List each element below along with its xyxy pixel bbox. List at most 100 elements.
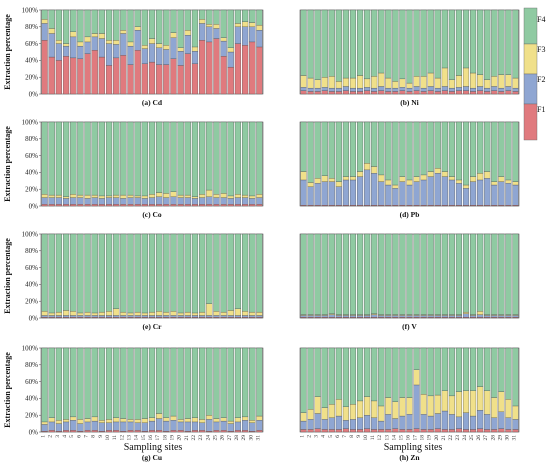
bar-segment-f3 — [141, 418, 148, 423]
bar-segment-f3 — [413, 76, 420, 87]
panel-caption: (c) Co — [142, 210, 162, 219]
bar-segment-f4 — [206, 121, 213, 191]
bar-segment-f1 — [448, 91, 455, 95]
x-tick-label: 4 — [62, 435, 68, 438]
bar-segment-f4 — [385, 121, 392, 181]
bar-segment-f2 — [356, 176, 364, 206]
bar-segment-f3 — [156, 311, 163, 316]
bar-segment-f4 — [314, 233, 321, 315]
bar-segment-f4 — [356, 347, 364, 402]
bar-segment-f4 — [48, 121, 55, 196]
bar-segment-f2 — [249, 315, 256, 318]
bar-segment-f3 — [420, 174, 427, 181]
bar-segment-f2 — [477, 86, 484, 91]
bar-segment-f2 — [491, 184, 498, 206]
bar-segment-f1 — [134, 430, 141, 433]
y-tick-label: 100% — [22, 344, 39, 352]
bar-segment-f3 — [413, 176, 420, 182]
bar-segment-f1 — [55, 60, 62, 95]
bar-segment-f3 — [77, 312, 84, 316]
bar-segment-f3 — [364, 163, 371, 171]
bar-segment-f3 — [335, 399, 342, 417]
bar-segment-f1 — [191, 204, 199, 207]
bar-segment-f2 — [427, 415, 434, 430]
bar-segment-f2 — [441, 410, 448, 430]
bar-segment-f4 — [234, 233, 242, 309]
x-tick-label: 19 — [169, 435, 175, 441]
bar-segment-f4 — [392, 347, 399, 402]
y-tick-label: 100% — [22, 230, 39, 238]
bar-segment-f4 — [491, 9, 498, 77]
bar-segment-f3 — [227, 195, 234, 199]
legend-label-f1: F1 — [537, 105, 545, 114]
bar-segment-f4 — [434, 121, 441, 169]
bar-segment-f1 — [314, 91, 321, 95]
bar-segment-f1 — [213, 204, 220, 207]
bar-segment-f2 — [227, 51, 234, 68]
x-tick-label: 15 — [398, 435, 404, 441]
bar-segment-f4 — [399, 233, 406, 315]
bar-segment-f2 — [406, 184, 413, 206]
bar-segment-f1 — [392, 428, 399, 433]
bar-segment-f2 — [300, 179, 307, 206]
bar-segment-f1 — [342, 90, 349, 95]
bar-segment-f3 — [300, 75, 307, 88]
bar-segment-f3 — [470, 176, 477, 182]
bar-segment-f2 — [134, 422, 141, 431]
x-tick-label: 5 — [328, 435, 334, 438]
bar-segment-f4 — [427, 233, 434, 315]
bar-segment-f2 — [371, 417, 378, 430]
bar-segment-f1 — [356, 429, 364, 433]
bar-segment-f1 — [512, 91, 519, 95]
bar-segment-f3 — [385, 179, 392, 186]
bar-segment-f1 — [455, 428, 462, 433]
bar-segment-f2 — [191, 198, 199, 205]
bar-segment-f2 — [77, 45, 84, 59]
bar-segment-f4 — [127, 233, 134, 314]
x-tick-label: 24 — [462, 435, 468, 441]
bar-segment-f3 — [48, 28, 55, 34]
bar-segment-f3 — [307, 409, 314, 420]
bar-segment-f4 — [141, 9, 148, 46]
bar-segment-f3 — [41, 421, 48, 425]
bar-segment-f3 — [84, 194, 91, 199]
bar-segment-f4 — [55, 9, 62, 41]
y-tick-label: 0% — [29, 90, 39, 98]
bar-segment-f3 — [134, 26, 141, 31]
bar-segment-f1 — [134, 204, 141, 207]
bar-segment-f3 — [91, 416, 98, 422]
bar-segment-f2 — [413, 315, 420, 318]
bar-segment-f2 — [206, 419, 213, 432]
bar-segment-f2 — [385, 87, 392, 92]
bar-segment-f3 — [62, 419, 70, 423]
bar-segment-f1 — [349, 91, 357, 95]
bar-segment-f3 — [199, 194, 206, 198]
bar-segment-f4 — [242, 121, 249, 196]
x-tick-label: 23 — [198, 435, 204, 441]
bar-segment-f2 — [328, 87, 335, 92]
bar-segment-f4 — [335, 233, 342, 315]
bar-segment-f2 — [342, 420, 349, 429]
bar-segment-f4 — [335, 347, 342, 400]
bar-segment-f2 — [120, 198, 127, 205]
bar-segment-f3 — [220, 37, 227, 42]
bar-segment-f3 — [420, 394, 427, 415]
x-tick-label: 24 — [205, 435, 211, 441]
bar-segment-f3 — [234, 417, 242, 423]
bar-segment-f2 — [191, 51, 199, 64]
bar-segment-f3 — [484, 79, 491, 89]
bar-segment-f2 — [491, 86, 498, 91]
bar-segment-f2 — [62, 45, 70, 57]
bar-segment-f4 — [498, 9, 505, 75]
bar-segment-f1 — [55, 204, 62, 207]
bar-segment-f4 — [441, 347, 448, 391]
bar-segment-f4 — [477, 121, 484, 174]
bar-segment-f3 — [148, 194, 156, 198]
bar-segment-f2 — [498, 181, 505, 206]
bar-segment-f2 — [441, 315, 448, 318]
bar-segment-f4 — [434, 347, 441, 396]
bar-segment-f2 — [364, 169, 371, 206]
bar-segment-f3 — [256, 24, 263, 31]
bar-segment-f4 — [399, 9, 406, 80]
legend-label-f4: F4 — [537, 15, 545, 24]
